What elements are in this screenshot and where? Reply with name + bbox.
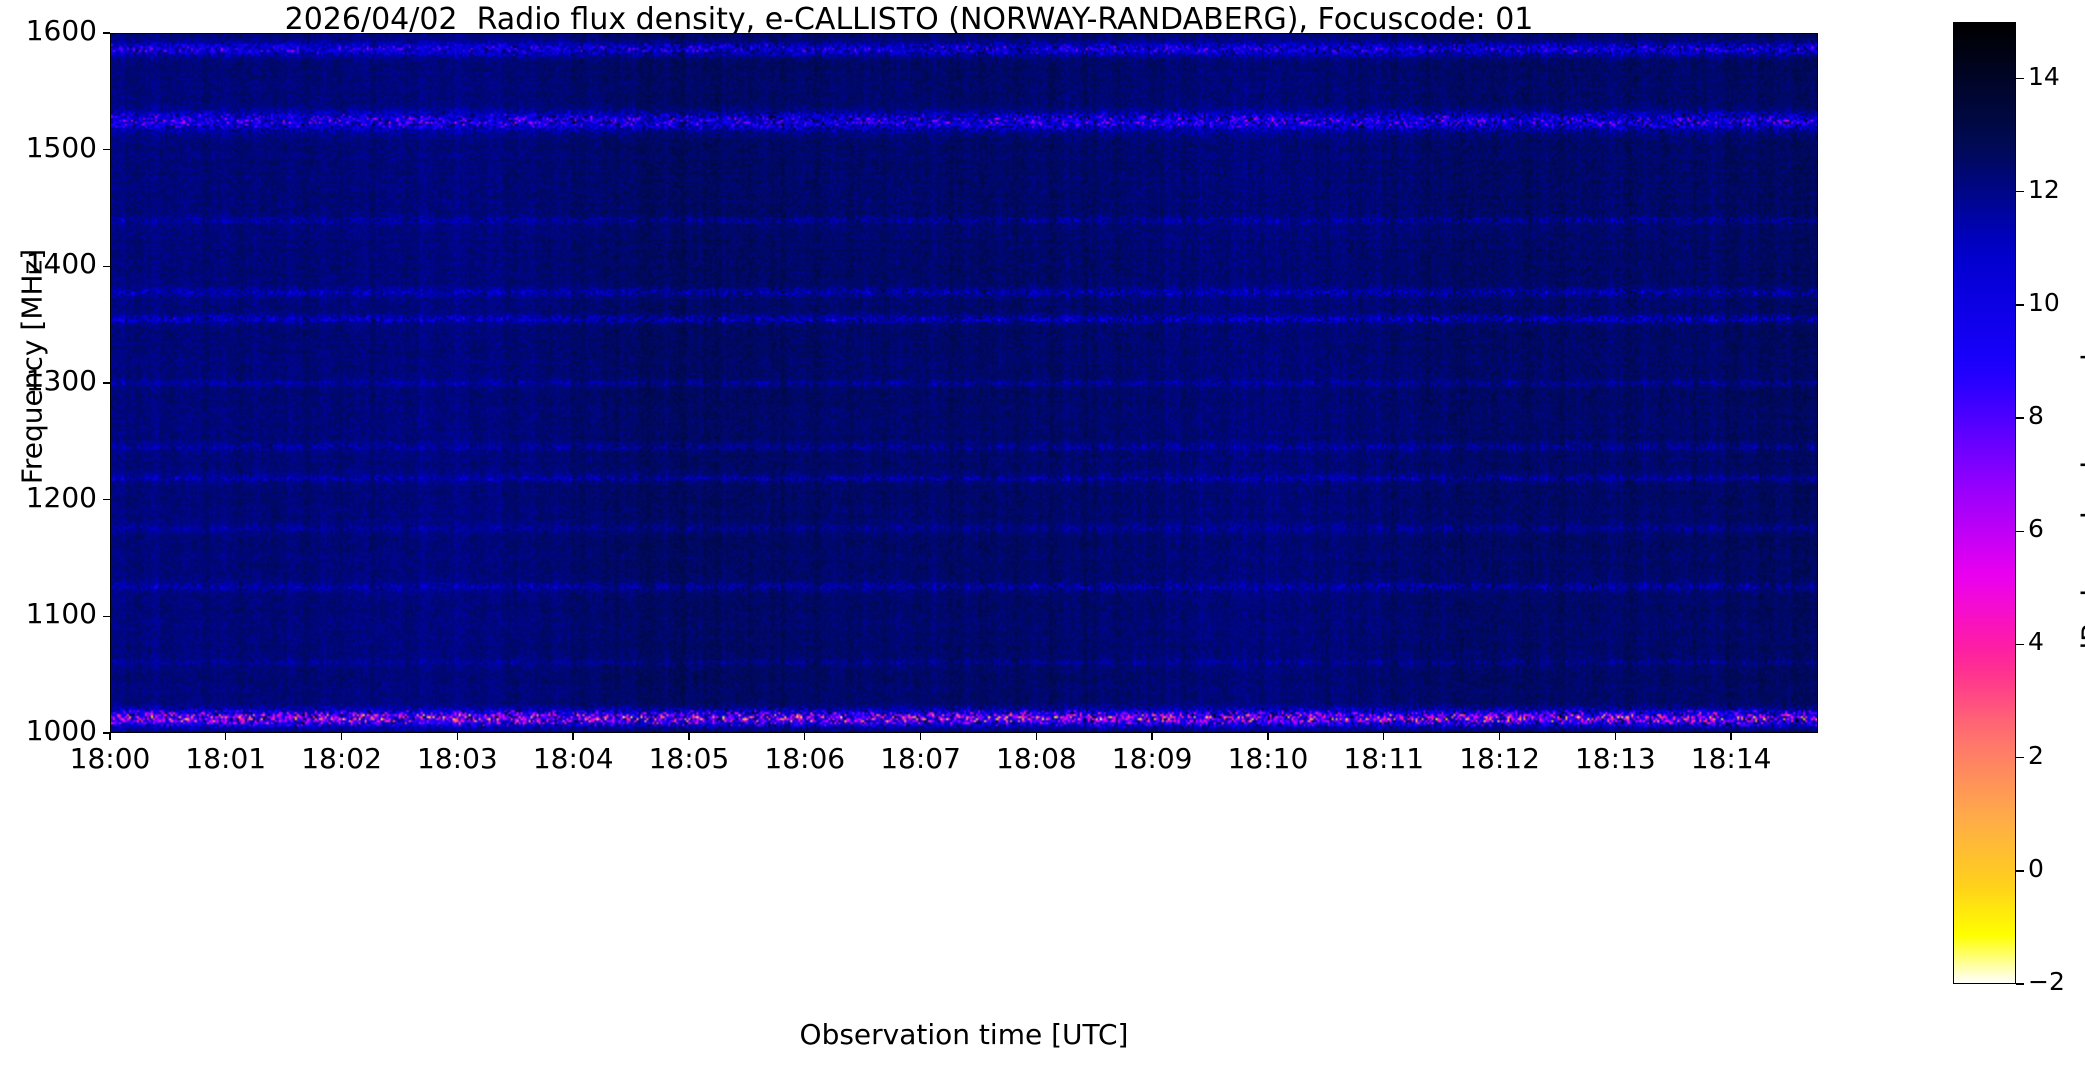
colorbar-tick-label: 4 <box>2028 627 2044 657</box>
colorbar-tick-label: 14 <box>2028 61 2060 91</box>
x-tick-mark <box>1267 733 1269 740</box>
y-tick-mark <box>103 32 110 34</box>
colorbar-label: dB above background <box>2075 353 2085 660</box>
y-tick-label: 1200 <box>25 480 97 514</box>
x-tick-label: 18:10 <box>1227 742 1309 775</box>
y-tick-label: 1400 <box>25 247 97 281</box>
x-tick-mark <box>225 733 227 740</box>
colorbar-tick-label: 0 <box>2028 853 2044 883</box>
y-tick-mark <box>103 615 110 618</box>
x-tick-label: 18:02 <box>301 742 382 775</box>
colorbar-tick-mark <box>2016 983 2024 985</box>
colorbar-tick-mark <box>2016 870 2024 872</box>
x-tick-label: 18:08 <box>996 742 1077 775</box>
colorbar-gradient <box>1954 23 2015 983</box>
y-tick-label: 1300 <box>25 364 97 397</box>
x-tick-label: 18:13 <box>1574 742 1656 775</box>
x-tick-mark <box>572 733 574 740</box>
x-tick-mark <box>1151 733 1153 740</box>
x-tick-mark <box>1498 733 1501 740</box>
chart-title: 2026/04/02 Radio flux density, e-CALLIST… <box>284 2 1534 37</box>
x-axis-label: Observation time [UTC] <box>799 1018 1129 1051</box>
colorbar-tick-label: 8 <box>2028 401 2044 431</box>
colorbar-tick-label: −2 <box>2028 967 2065 996</box>
x-tick-mark <box>340 733 343 740</box>
colorbar-tick-mark <box>2016 417 2024 419</box>
x-tick-mark <box>1614 733 1617 740</box>
y-tick-mark <box>103 382 110 384</box>
x-tick-label: 18:09 <box>1111 742 1193 775</box>
spectrogram-image <box>111 34 1817 732</box>
x-tick-label: 18:01 <box>185 742 267 775</box>
colorbar-tick-mark <box>2016 191 2024 193</box>
y-tick-mark <box>103 265 110 268</box>
x-tick-label: 18:00 <box>69 742 151 775</box>
x-tick-label: 18:06 <box>764 742 846 775</box>
x-tick-label: 18:07 <box>880 742 961 775</box>
x-tick-label: 18:05 <box>648 742 730 775</box>
x-tick-mark <box>109 733 111 740</box>
x-tick-label: 18:04 <box>532 742 614 775</box>
colorbar-tick-label: 6 <box>2028 514 2044 544</box>
colorbar-tick-mark <box>2016 530 2024 532</box>
y-tick-mark <box>103 732 110 734</box>
x-tick-mark <box>1035 733 1038 740</box>
colorbar-tick-mark <box>2016 756 2024 759</box>
colorbar-tick-label: 2 <box>2028 740 2044 770</box>
x-tick-mark <box>1383 733 1385 740</box>
colorbar-tick-mark <box>2016 643 2024 646</box>
colorbar-tick-mark <box>2016 77 2024 80</box>
x-tick-label: 18:12 <box>1459 742 1540 775</box>
x-tick-mark <box>456 733 459 740</box>
x-tick-mark <box>919 733 922 740</box>
colorbar[interactable] <box>1953 22 2016 984</box>
y-tick-label: 1000 <box>25 714 97 747</box>
y-tick-mark <box>103 148 110 151</box>
spectrogram-plot-area[interactable] <box>110 33 1818 733</box>
y-tick-mark <box>103 498 110 501</box>
x-tick-mark <box>804 733 806 740</box>
x-tick-label: 18:03 <box>417 742 498 775</box>
y-tick-label: 1600 <box>25 14 97 47</box>
y-tick-label: 1500 <box>25 130 97 164</box>
colorbar-tick-label: 10 <box>2028 287 2060 317</box>
y-tick-label: 1100 <box>25 597 97 631</box>
colorbar-tick-mark <box>2016 304 2024 306</box>
colorbar-tick-label: 12 <box>2028 174 2060 204</box>
x-tick-label: 18:14 <box>1690 742 1772 775</box>
x-tick-mark <box>688 733 690 740</box>
x-tick-mark <box>1730 733 1732 740</box>
x-tick-label: 18:11 <box>1343 742 1425 775</box>
